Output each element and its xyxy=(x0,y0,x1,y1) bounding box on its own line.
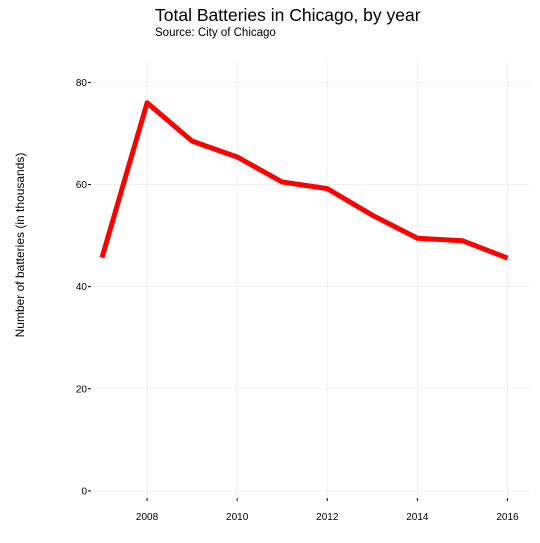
x-tick-label: 2010 xyxy=(226,512,249,523)
y-tick-label: 60 xyxy=(76,180,88,191)
chart-header: Total Batteries in Chicago, by year Sour… xyxy=(155,4,421,40)
y-tick-label: 40 xyxy=(76,282,88,293)
gridlines xyxy=(93,62,530,496)
x-tick-label: 2016 xyxy=(496,512,519,523)
chart-subtitle: Source: City of Chicago xyxy=(155,27,276,39)
x-tick-label: 2014 xyxy=(406,512,429,523)
series-group xyxy=(99,100,509,261)
x-tick-label: 2008 xyxy=(136,512,159,523)
x-tick-label: 2012 xyxy=(316,512,339,523)
y-tick-label: 20 xyxy=(76,384,88,395)
y-axis-label: Number of batteries (in thousands) xyxy=(13,153,27,338)
y-tick-label: 0 xyxy=(81,486,87,497)
y-tick-label: 80 xyxy=(76,78,88,89)
chart-title: Total Batteries in Chicago, by year xyxy=(155,5,421,25)
series-line xyxy=(99,100,509,261)
x-axis: 2008 2010 2012 2014 2016 xyxy=(136,498,519,523)
y-axis: 0 20 40 60 80 xyxy=(76,78,91,497)
